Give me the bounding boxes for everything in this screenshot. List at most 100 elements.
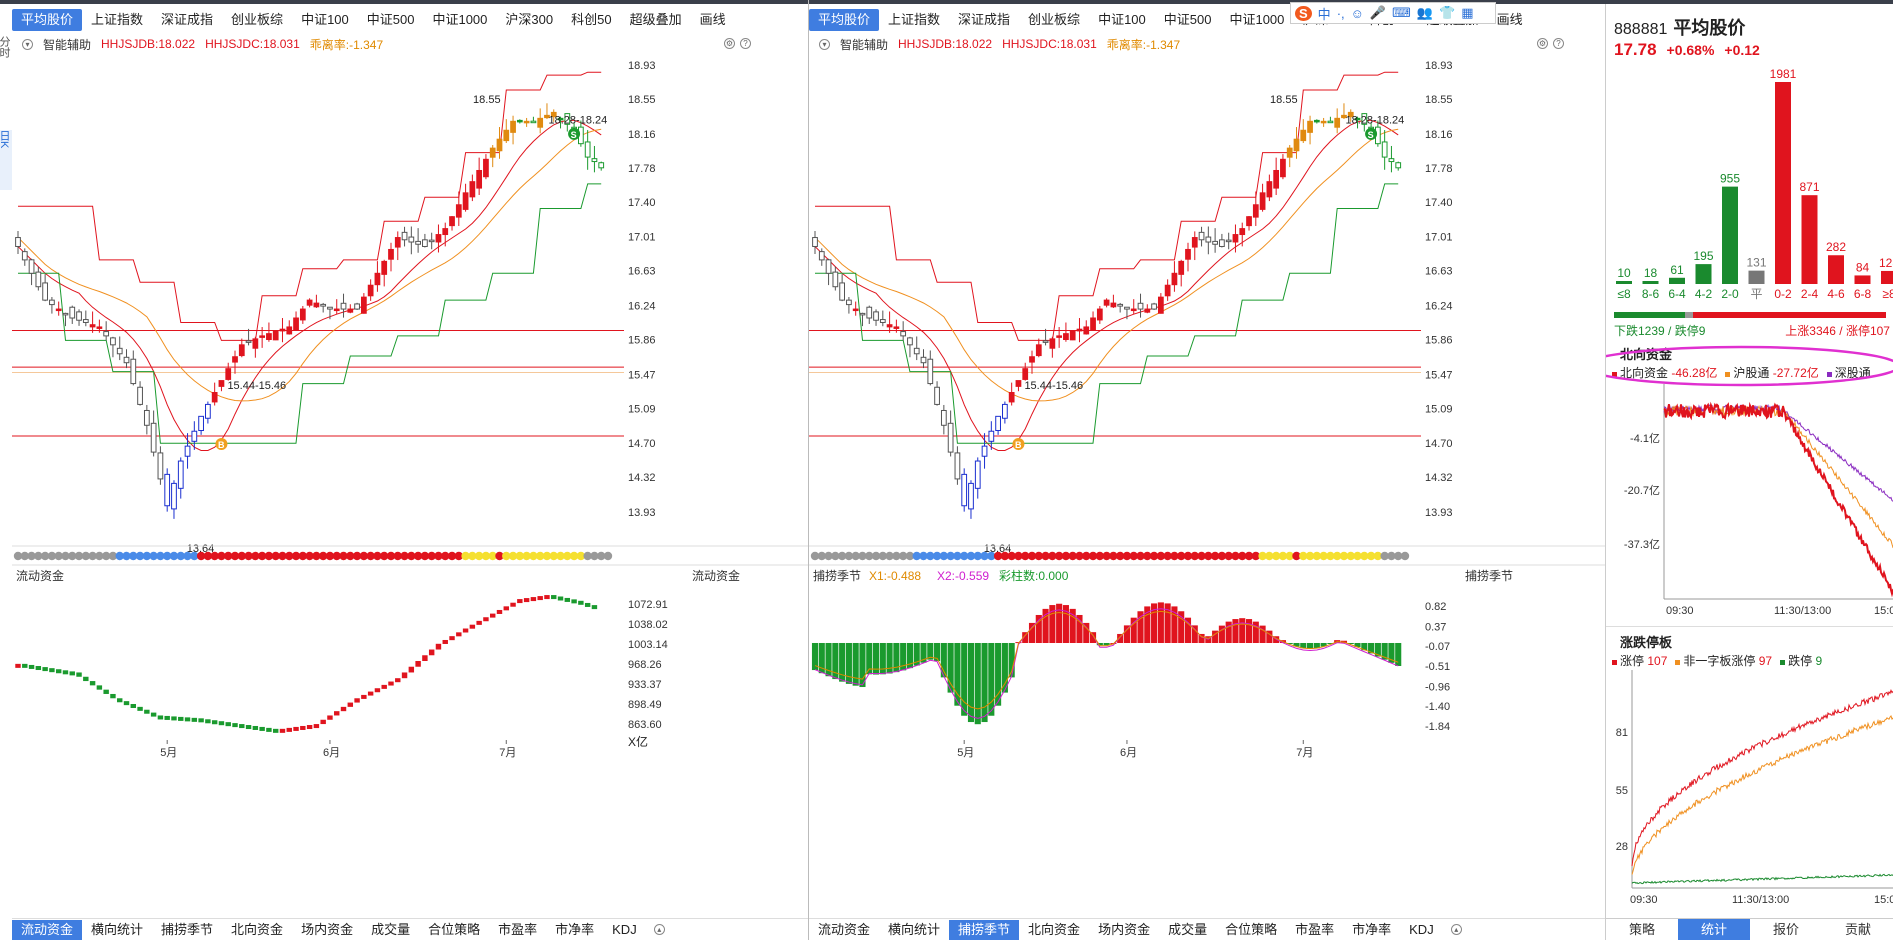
index-tab-1[interactable]: 上证指数: [888, 12, 941, 27]
season-bar: [879, 642, 886, 675]
flow-bar: [35, 666, 42, 671]
right-tab-0[interactable]: 策略: [1628, 922, 1655, 937]
candle: [496, 138, 503, 152]
flow-bar: [55, 669, 62, 674]
flow-bar: [456, 632, 462, 637]
dist-value: 131: [1746, 256, 1766, 270]
season-bar: [1388, 642, 1395, 663]
candle: [873, 311, 879, 321]
settings-icon[interactable]: ⚙: [724, 38, 735, 49]
ime-icon-3[interactable]: ☺: [1350, 5, 1364, 21]
indicator-tab-3[interactable]: 北向资金: [1028, 921, 1081, 937]
help-icon[interactable]: ?: [1553, 38, 1564, 49]
kline-chart-right[interactable]: 18.93 18.55 18.16 17.78 17.40 17.01 16.63 16.24…: [809, 54, 1605, 919]
index-tab-2[interactable]: 深证成指: [958, 12, 1011, 27]
flow-bar: [530, 597, 537, 602]
index-tab-5[interactable]: 中证500: [1163, 12, 1212, 27]
candle: [442, 228, 449, 236]
index-tab-1[interactable]: 上证指数: [91, 12, 144, 27]
ind-bias: 乖离率:-1.347: [309, 37, 384, 52]
indicator-tab-5[interactable]: 成交量: [1168, 921, 1208, 937]
candle: [1164, 284, 1171, 297]
ime-icon-4[interactable]: 🎤: [1369, 5, 1387, 20]
index-tab-0[interactable]: 平均股价: [809, 9, 880, 31]
indicator-tab-6[interactable]: 合位策略: [1225, 921, 1278, 937]
expand-up-icon[interactable]: ▴: [1450, 924, 1462, 935]
index-tab-7[interactable]: 沪深300: [505, 12, 554, 27]
ime-icon-0[interactable]: S: [1295, 5, 1312, 21]
flow-bar: [354, 698, 360, 703]
indicator-tab-5[interactable]: 成交量: [371, 921, 411, 937]
index-tab-3[interactable]: 创业板综: [231, 12, 284, 27]
season-bar: [1300, 642, 1307, 649]
status-dot: [932, 551, 942, 561]
indicator-tab-4[interactable]: 场内资金: [301, 921, 354, 937]
indicator-tab-7[interactable]: 市盈率: [1295, 921, 1335, 937]
indicator-tab-9[interactable]: KDJ: [612, 921, 637, 937]
collapse-icon[interactable]: ▾: [819, 38, 830, 50]
candle: [1300, 129, 1307, 142]
right-tab-3[interactable]: 贡献: [1844, 922, 1871, 937]
indicator-tab-0[interactable]: 流动资金: [12, 919, 83, 940]
index-tab-10[interactable]: 画线: [1496, 12, 1523, 27]
ime-icon-6[interactable]: 👥: [1416, 5, 1434, 20]
candle: [55, 308, 62, 312]
season-bar: [1327, 642, 1334, 644]
indicator-tab-2[interactable]: 捕捞季节: [949, 919, 1020, 940]
expand-up-icon[interactable]: ▴: [653, 924, 665, 935]
ime-icon-7[interactable]: 👕: [1439, 5, 1456, 20]
indicator-tab-9[interactable]: KDJ: [1409, 921, 1434, 937]
indicator-tab-2[interactable]: 捕捞季节: [161, 921, 214, 937]
indicator-tab-1[interactable]: 横向统计: [888, 921, 941, 937]
kline-chart-left[interactable]: 18.93 18.55 18.16 17.78 17.40 17.01 16.63 16.24…: [12, 54, 809, 919]
season-bar: [1232, 619, 1239, 643]
indicator-label[interactable]: 智能辅助: [840, 37, 889, 52]
season-bar: [1198, 633, 1205, 643]
indicator-tab-0[interactable]: 流动资金: [818, 921, 871, 937]
ime-icon-5[interactable]: ⌨: [1392, 5, 1411, 20]
index-tab-4[interactable]: 中证100: [1098, 12, 1146, 27]
daily-k-tab[interactable]: 日K: [0, 130, 12, 190]
dist-label: 8-6: [1642, 287, 1660, 301]
index-tab-6[interactable]: 中证1000: [1229, 12, 1285, 27]
indicator-tab-8[interactable]: 市净率: [1352, 921, 1392, 937]
settings-icon[interactable]: ⚙: [1537, 38, 1548, 49]
indicator-tab-7[interactable]: 市盈率: [498, 921, 538, 937]
candle: [1117, 303, 1124, 307]
indicator-tab-6[interactable]: 合位策略: [428, 921, 481, 937]
index-tab-0[interactable]: 平均股价: [12, 9, 83, 31]
index-tab-10[interactable]: 画线: [699, 12, 726, 27]
index-tab-2[interactable]: 深证成指: [161, 12, 214, 27]
intraday-tab[interactable]: 分时: [0, 36, 10, 58]
index-tab-3[interactable]: 创业板综: [1028, 12, 1081, 27]
indicator-tab-3[interactable]: 北向资金: [231, 921, 284, 937]
candle: [333, 308, 340, 312]
index-tab-5[interactable]: 中证500: [366, 12, 415, 27]
candle: [340, 302, 347, 310]
index-tab-8[interactable]: 科创50: [571, 12, 612, 27]
status-dot: [946, 551, 955, 561]
indicator-tab-8[interactable]: 市净率: [555, 921, 595, 937]
help-icon[interactable]: ?: [740, 38, 751, 49]
ime-icon-2[interactable]: ·,: [1336, 5, 1345, 21]
collapse-icon[interactable]: ▾: [22, 38, 33, 50]
candle: [1334, 117, 1341, 128]
indicator-tab-1[interactable]: 横向统计: [91, 921, 144, 937]
indicator-tab-4[interactable]: 场内资金: [1098, 921, 1151, 937]
status-dot: [1210, 551, 1220, 561]
sub-y-tick: 0.37: [1425, 621, 1446, 633]
index-tab-4[interactable]: 中证100: [301, 12, 349, 27]
flow-bar: [490, 613, 496, 618]
index-tab-6[interactable]: 中证1000: [432, 12, 488, 27]
ime-toolbar[interactable]: S 中 ·, ☺ 🎤 ⌨ 👥 👕 ▦: [1290, 2, 1496, 24]
right-tab-1[interactable]: 统计: [1678, 919, 1750, 940]
indicator-label[interactable]: 智能辅助: [43, 37, 92, 52]
flow-bar: [266, 727, 272, 732]
flow-bar: [171, 716, 177, 721]
index-tab-9[interactable]: 超级叠加: [629, 12, 682, 27]
candle: [374, 272, 381, 286]
ime-icon-1[interactable]: 中: [1317, 6, 1331, 22]
right-tab-2[interactable]: 报价: [1772, 922, 1799, 937]
sub-y-tick: -0.51: [1425, 661, 1450, 673]
ime-icon-8[interactable]: ▦: [1461, 5, 1474, 20]
